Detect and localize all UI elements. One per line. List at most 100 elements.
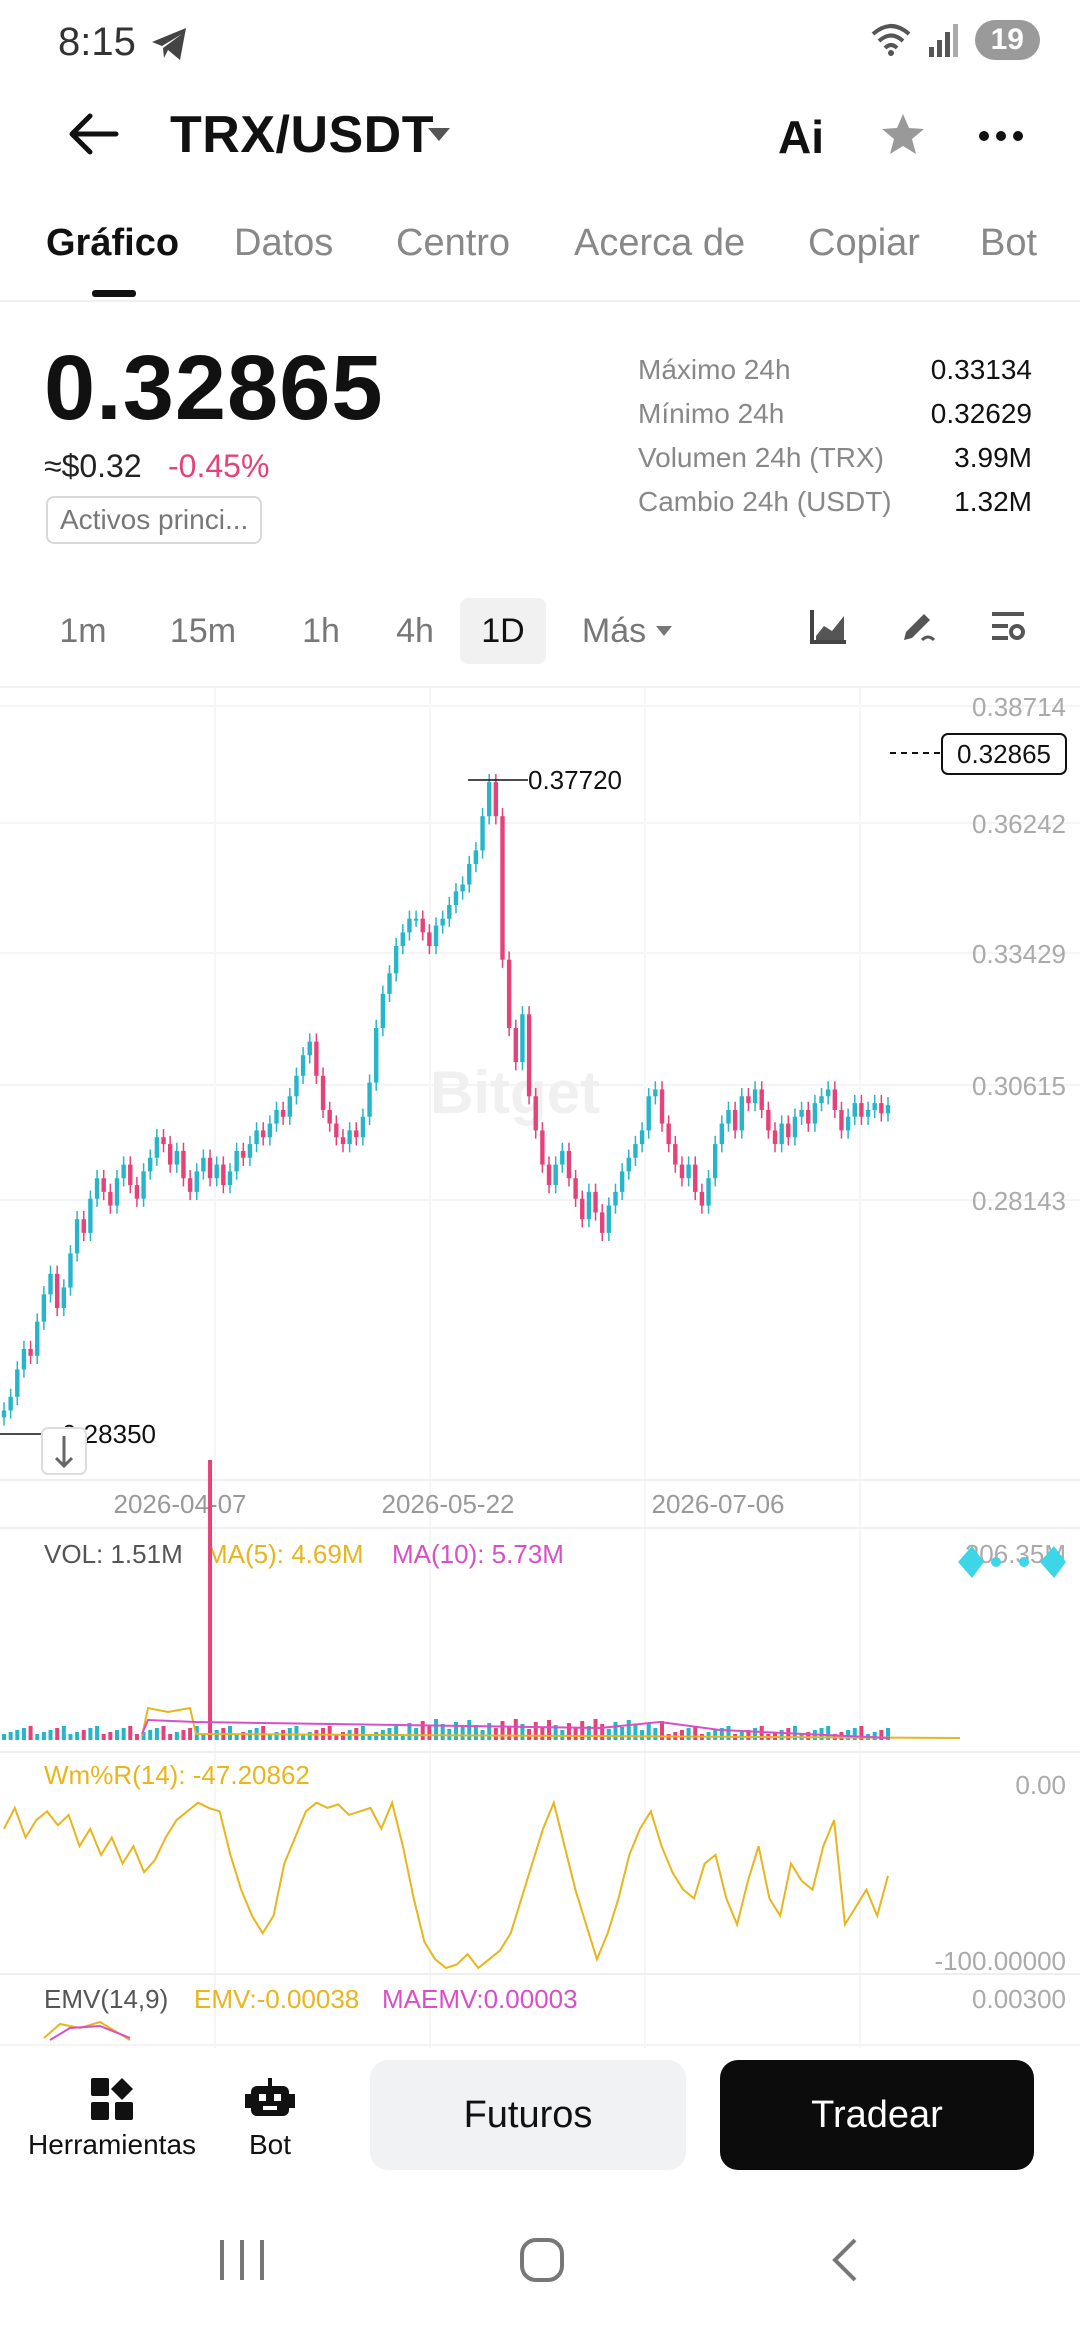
volume-bar [580, 1721, 585, 1740]
vol-legend: VOL: 1.51M [44, 1539, 183, 1569]
volume-bar [201, 1734, 206, 1740]
interval-15m[interactable]: 15m [169, 612, 237, 650]
volume-bar [168, 1734, 173, 1740]
chart-type-icon[interactable] [808, 606, 848, 646]
tools-button[interactable]: Herramientas [22, 2076, 202, 2161]
tab-centro[interactable]: Centro [396, 222, 511, 264]
interval-4h[interactable]: 4h [396, 612, 434, 650]
candle-body [314, 1041, 319, 1076]
tab-acerca-de[interactable]: Acerca de [574, 222, 746, 264]
back-arrow-icon[interactable] [68, 112, 120, 156]
scroll-arrow-icon [54, 1436, 74, 1469]
candle-body [619, 1171, 625, 1192]
scroll-handle[interactable] [41, 1427, 87, 1475]
category-tag[interactable]: Activos princi... [46, 496, 263, 544]
battery-indicator: 19 [974, 20, 1040, 60]
candle-body [447, 905, 452, 919]
volume-bar [41, 1732, 46, 1740]
bottom-divider [0, 2044, 1080, 2046]
candle-body [845, 1116, 851, 1131]
nav-back-icon[interactable] [832, 2238, 857, 2282]
volume-bar [267, 1734, 272, 1740]
interval-1h[interactable]: 1h [302, 612, 340, 650]
tab-copiar[interactable]: Copiar [808, 222, 920, 264]
candle-body [201, 1157, 206, 1172]
candle-body [686, 1164, 691, 1179]
candle-body [267, 1123, 273, 1138]
signal-icon [928, 24, 958, 57]
active-tab-indicator [92, 290, 136, 297]
candle-body [859, 1103, 864, 1117]
stat-label: Máximo 24h [638, 354, 791, 385]
caret-down-icon[interactable] [428, 128, 450, 142]
wr-legend: Wm%R(14): -47.20862 [44, 1760, 310, 1790]
y-axis-tick: 0.30615 [972, 1071, 1066, 1101]
futures-button[interactable]: Futuros [370, 2060, 686, 2170]
more-caret-icon[interactable] [656, 626, 672, 636]
bot-button[interactable]: Bot [230, 2076, 310, 2161]
interval-1d[interactable]: 1D [460, 598, 546, 664]
candle-body [108, 1191, 113, 1206]
volume-bar [307, 1732, 312, 1740]
candle-body [61, 1287, 67, 1308]
ai-button[interactable]: Ai [778, 111, 824, 163]
more-options-icon[interactable] [978, 130, 1024, 142]
volume-bar [141, 1732, 146, 1740]
candle-body [227, 1171, 233, 1186]
volume-bar [274, 1732, 279, 1740]
candle-body [586, 1191, 592, 1220]
kline-chart[interactable]: Bitget 0.38714 0.36242 0.33429 0.30615 0.281… [0, 688, 1080, 2048]
trade-button[interactable]: Tradear [720, 2060, 1034, 2170]
volume-bar [553, 1725, 558, 1740]
draw-tool-icon[interactable] [898, 606, 938, 646]
volume-bar [759, 1726, 764, 1740]
candle-body [573, 1178, 578, 1199]
tab-datos[interactable]: Datos [234, 222, 334, 264]
candle-body [15, 1369, 20, 1397]
volume-bar [241, 1732, 246, 1740]
candle-body [241, 1150, 246, 1158]
candle-body [221, 1164, 226, 1186]
emv-y-tick: 0.00300 [972, 1984, 1066, 2014]
volume-bar [460, 1727, 465, 1740]
status-right: 19 [869, 20, 1040, 60]
tools-label: Herramientas [27, 2129, 197, 2160]
indicator-settings-icon[interactable] [988, 606, 1028, 646]
interval-more[interactable]: Más [581, 612, 647, 650]
candle-body [141, 1171, 146, 1199]
candle-body [806, 1109, 811, 1124]
volume-bar [826, 1726, 831, 1740]
wr-line [3, 1799, 889, 1970]
candle-body [148, 1157, 153, 1172]
pair-selector[interactable]: TRX/USDT [170, 106, 434, 164]
volume-bar [600, 1724, 605, 1740]
tab-grafico[interactable]: Gráfico [46, 222, 180, 264]
candle-body [94, 1178, 100, 1199]
volume-bar [427, 1726, 432, 1740]
volume-bar [208, 1460, 213, 1740]
volume-bar [660, 1721, 665, 1740]
candle-body [81, 1219, 86, 1233]
stat-high: Máximo 24h 0.33134 [638, 354, 1032, 398]
candle-body [300, 1055, 306, 1076]
favorite-star-icon[interactable] [880, 112, 926, 156]
candle-body [832, 1089, 838, 1110]
tab-bot[interactable]: Bot [980, 222, 1038, 264]
candle-body [779, 1123, 784, 1145]
max-price-label: 0.37720 [528, 765, 622, 795]
home-icon[interactable] [520, 2238, 564, 2282]
candle-body [121, 1164, 126, 1179]
volume-bar [128, 1726, 133, 1740]
recent-apps-icon[interactable] [220, 2240, 264, 2280]
candle-body [599, 1212, 605, 1233]
y-axis-tick: 0.28143 [972, 1186, 1066, 1216]
stat-low: Mínimo 24h 0.32629 [638, 398, 1032, 442]
chart-switch-icon[interactable] [958, 1546, 1066, 1578]
volume-bar [28, 1726, 33, 1740]
volume-bar [95, 1726, 100, 1740]
candle-body [679, 1164, 685, 1179]
candle-body [320, 1075, 326, 1110]
candle-body [526, 1014, 532, 1097]
interval-1m[interactable]: 1m [59, 612, 107, 650]
candle-body [513, 1027, 518, 1063]
